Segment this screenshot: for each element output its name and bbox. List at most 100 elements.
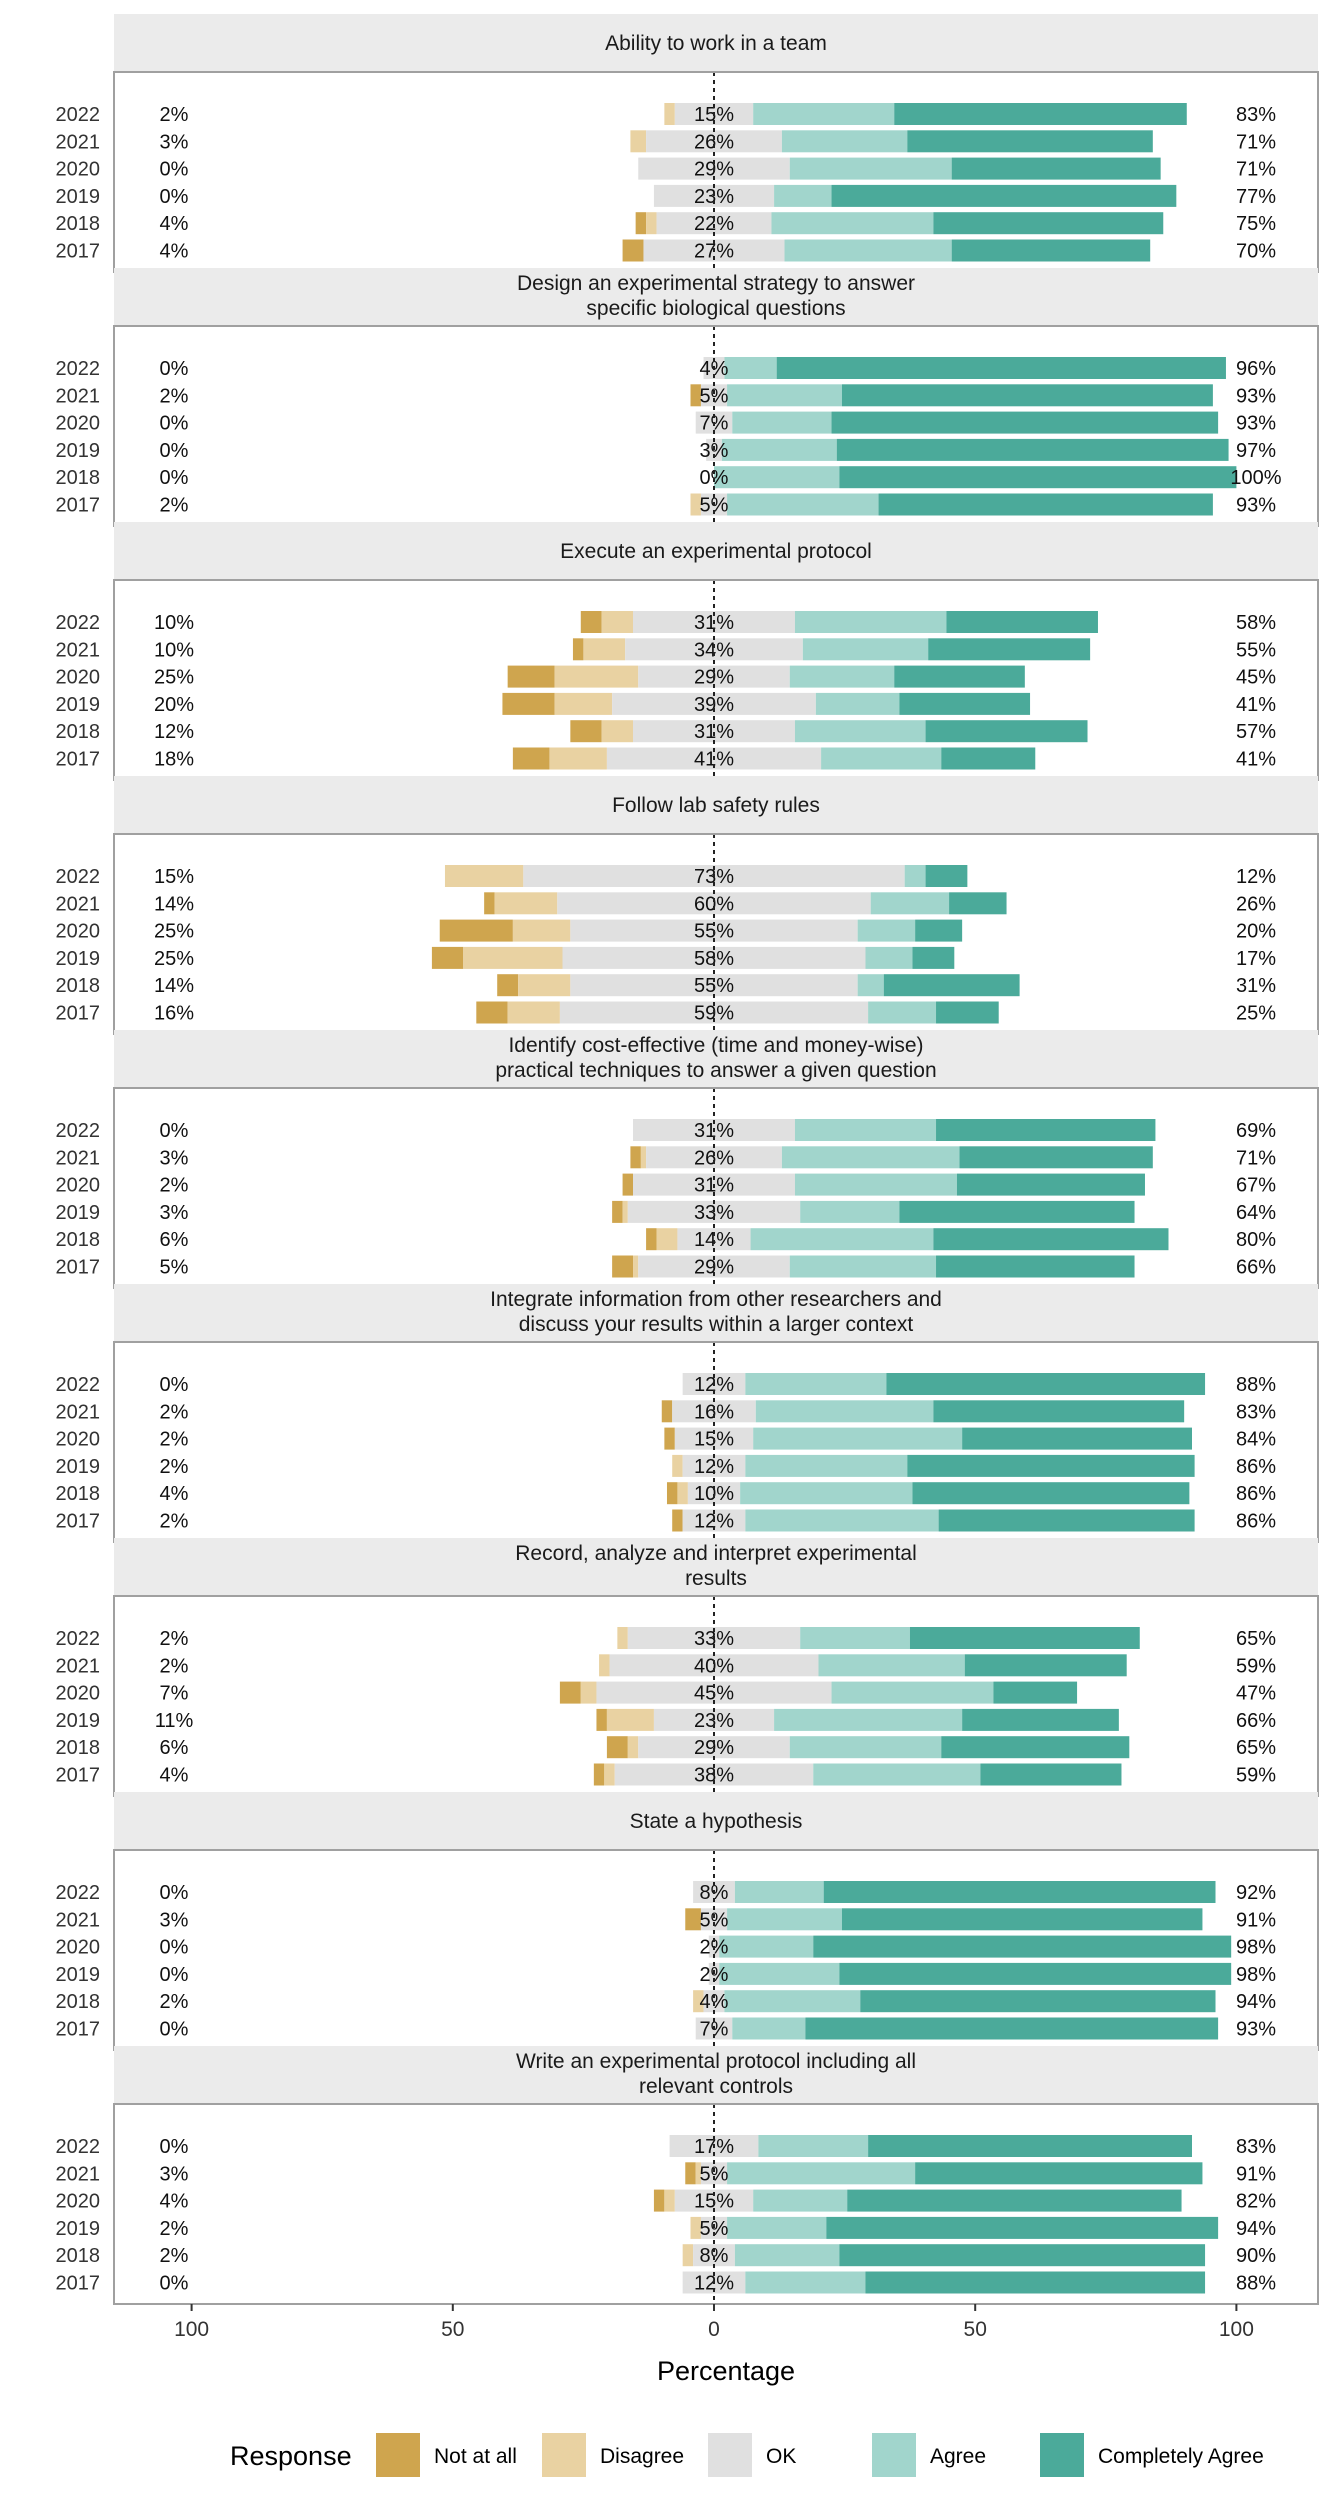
bar-segment	[774, 184, 832, 207]
right-percentage-label: 17%	[1236, 948, 1276, 970]
right-percentage-label: 59%	[1236, 1765, 1276, 1787]
left-percentage-label: 25%	[154, 667, 194, 689]
left-percentage-label: 4%	[160, 241, 189, 263]
bar-segment	[857, 974, 884, 997]
bar-segment	[570, 974, 858, 997]
bar-segment	[915, 2162, 1203, 2185]
facet-title: State a hypothesis	[630, 1810, 803, 1833]
bar-segment	[821, 747, 942, 770]
left-percentage-label: 0%	[160, 1964, 189, 1986]
bar-segment	[904, 865, 926, 887]
legend-entry: OK	[766, 2445, 796, 2468]
year-label: 2018	[56, 2245, 101, 2267]
year-label: 2022	[56, 1120, 101, 1142]
left-percentage-label: 4%	[160, 213, 189, 235]
right-percentage-label: 65%	[1236, 1628, 1276, 1650]
bar-segment	[826, 2216, 1219, 2239]
bar-segment	[724, 357, 777, 379]
bar-segment	[507, 665, 555, 688]
year-label: 2020	[56, 413, 101, 435]
bar-segment	[847, 2189, 1182, 2212]
bar-segment	[993, 1681, 1078, 1704]
left-percentage-label: 0%	[160, 440, 189, 462]
bar-segment	[899, 1200, 1135, 1223]
right-percentage-label: 55%	[1236, 639, 1276, 661]
bar-segment	[951, 157, 1161, 180]
year-label: 2022	[56, 612, 101, 634]
left-percentage-label: 3%	[160, 1202, 189, 1224]
left-percentage-label: 2%	[160, 1655, 189, 1677]
bar-segment	[672, 1454, 683, 1477]
left-percentage-label: 2%	[160, 1175, 189, 1197]
right-percentage-label: 66%	[1236, 1257, 1276, 1279]
bar-segment	[727, 493, 879, 516]
bar-segment	[617, 1627, 628, 1649]
facet-strip	[114, 268, 1318, 326]
left-percentage-label: 0%	[160, 2136, 189, 2158]
facet-6: Integrate information from other researc…	[56, 1284, 1319, 1543]
bar-segment	[839, 2244, 1206, 2267]
bar-segment	[802, 638, 929, 661]
right-percentage-label: 70%	[1236, 241, 1276, 263]
bar-segment	[476, 1001, 508, 1024]
left-percentage-label: 2%	[160, 1456, 189, 1478]
bar-segment	[794, 1173, 957, 1196]
bar-segment	[700, 2162, 728, 2185]
bar-segment	[682, 2244, 694, 2267]
center-percentage-label: 5%	[700, 1909, 729, 1931]
bar-segment	[865, 946, 913, 969]
right-percentage-label: 25%	[1236, 1003, 1276, 1025]
bar-segment	[951, 239, 1151, 262]
bar-segment	[638, 1736, 790, 1759]
left-percentage-label: 25%	[154, 921, 194, 943]
right-percentage-label: 84%	[1236, 1429, 1276, 1451]
year-label: 2021	[56, 1147, 101, 1169]
bar-segment	[789, 665, 895, 688]
center-percentage-label: 3%	[700, 440, 729, 462]
bar-segment	[753, 103, 895, 125]
left-percentage-label: 0%	[160, 1882, 189, 1904]
left-percentage-label: 0%	[160, 2019, 189, 2041]
bar-segment	[750, 1228, 934, 1251]
bar-segment	[622, 1200, 628, 1223]
legend-entry: Not at all	[434, 2445, 517, 2468]
year-label: 2020	[56, 2191, 101, 2213]
left-percentage-label: 2%	[160, 2245, 189, 2267]
bar-segment	[946, 611, 1098, 633]
bar-segment	[612, 1200, 623, 1223]
bar-segment	[912, 946, 955, 969]
facet-title: relevant controls	[639, 2075, 793, 2098]
year-label: 2017	[56, 1257, 101, 1279]
left-percentage-label: 6%	[160, 1229, 189, 1251]
center-percentage-label: 2%	[700, 1964, 729, 1986]
bar-segment	[823, 1881, 1216, 1903]
bar-segment	[549, 747, 607, 770]
center-percentage-label: 26%	[694, 131, 734, 153]
right-percentage-label: 97%	[1236, 440, 1276, 462]
bar-segment	[727, 1908, 842, 1931]
bar-segment	[794, 720, 926, 743]
legend-title: Response	[230, 2441, 352, 2471]
bar-segment	[868, 2135, 1192, 2157]
right-percentage-label: 66%	[1236, 1710, 1276, 1732]
facet-title: Follow lab safety rules	[612, 794, 820, 817]
year-label: 2017	[56, 495, 101, 517]
bar-segment	[745, 1454, 908, 1477]
bar-segment	[687, 1482, 741, 1505]
year-label: 2018	[56, 721, 101, 743]
bar-segment	[690, 493, 701, 516]
year-label: 2017	[56, 1765, 101, 1787]
year-label: 2020	[56, 1683, 101, 1705]
bar-segment	[732, 2017, 806, 2040]
bar-segment	[894, 665, 1025, 688]
year-label: 2018	[56, 1991, 101, 2013]
right-percentage-label: 94%	[1236, 2218, 1276, 2240]
bar-segment	[559, 1681, 581, 1704]
bar-segment	[661, 1400, 673, 1423]
year-label: 2019	[56, 1202, 101, 1224]
bar-segment	[980, 1763, 1122, 1786]
facet-7: Record, analyze and interpret experiment…	[56, 1538, 1319, 1797]
bar-segment	[677, 1482, 688, 1505]
bar-segment	[959, 1146, 1153, 1169]
left-percentage-label: 3%	[160, 1909, 189, 1931]
